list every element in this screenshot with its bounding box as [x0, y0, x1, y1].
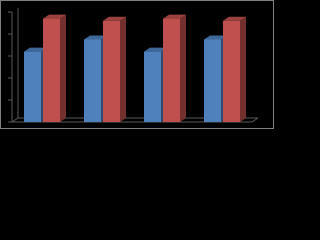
bar-top: [24, 47, 47, 52]
bar-top: [103, 16, 126, 21]
chart: [0, 0, 274, 129]
axis-line: [11, 117, 19, 123]
bar: [84, 39, 101, 122]
axis-line: [251, 117, 259, 123]
bar-top: [163, 14, 186, 19]
bar-side: [120, 16, 126, 122]
bar-top: [204, 35, 227, 40]
bar-side: [240, 16, 246, 122]
plot-area: [8, 8, 259, 123]
bar-top: [43, 14, 66, 19]
bar-top: [223, 16, 246, 21]
bar: [144, 51, 161, 122]
bar: [204, 39, 221, 122]
bar: [223, 20, 240, 122]
bar: [43, 18, 60, 123]
page: {"chart_data": {"type": "bar3d", "catego…: [0, 0, 274, 129]
bar-top: [84, 35, 107, 40]
bar-side: [60, 14, 66, 123]
bar-top: [144, 47, 167, 52]
bar: [24, 51, 41, 122]
bar: [103, 20, 120, 122]
bar: [163, 18, 180, 123]
bar-side: [180, 14, 186, 123]
